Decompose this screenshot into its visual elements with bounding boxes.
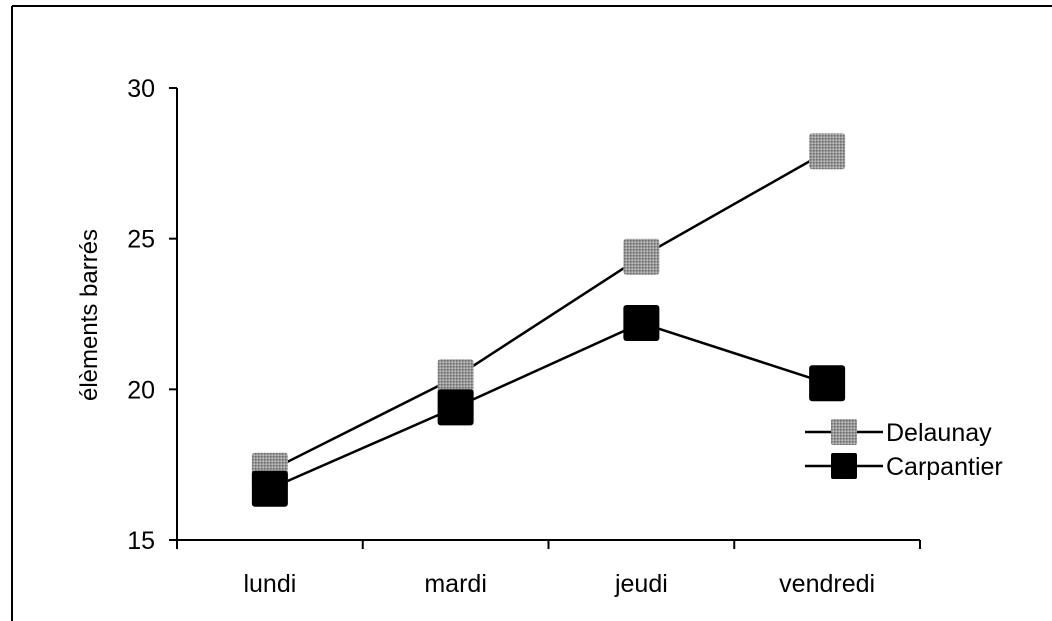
data-point-carpantier bbox=[437, 389, 474, 426]
data-point-carpantier bbox=[809, 365, 846, 402]
legend-label-carpantier: Carpantier bbox=[886, 453, 1003, 481]
data-point-delaunay bbox=[809, 133, 846, 170]
data-point-carpantier bbox=[251, 470, 288, 507]
y-tick-label: 20 bbox=[127, 376, 155, 404]
x-tick-label: vendredi bbox=[779, 570, 875, 598]
legend-marker-delaunay bbox=[831, 419, 857, 445]
x-tick-label: lundi bbox=[243, 570, 296, 598]
y-tick-label: 30 bbox=[127, 75, 155, 103]
legend: Delaunay Carpantier bbox=[805, 419, 1003, 481]
data-point-delaunay bbox=[437, 359, 474, 396]
y-axis-title: élèments barrés bbox=[76, 229, 103, 401]
legend-label-delaunay: Delaunay bbox=[886, 419, 992, 447]
y-tick-label: 15 bbox=[127, 527, 155, 555]
series-layer bbox=[251, 133, 846, 507]
legend-marker-carpantier bbox=[831, 453, 857, 479]
data-point-carpantier bbox=[623, 305, 660, 342]
x-tick-label: jeudi bbox=[614, 570, 668, 598]
series-line-carpantier bbox=[269, 321, 828, 490]
x-tick-label: mardi bbox=[424, 570, 487, 598]
data-point-delaunay bbox=[623, 238, 660, 275]
series-line-delaunay bbox=[269, 150, 828, 472]
axes: 15 20 25 30 lundi mardi jeudi vendredi bbox=[127, 75, 921, 598]
y-tick-label: 25 bbox=[127, 226, 155, 254]
